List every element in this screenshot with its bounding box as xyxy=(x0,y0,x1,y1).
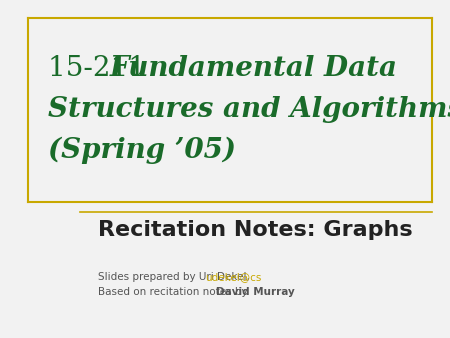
Text: (Spring ’05): (Spring ’05) xyxy=(48,137,236,164)
Text: Based on recitation notes by: Based on recitation notes by xyxy=(98,287,251,297)
Text: 15-211: 15-211 xyxy=(48,55,155,82)
Text: Structures and Algorithms: Structures and Algorithms xyxy=(48,96,450,123)
Text: udekel@cs: udekel@cs xyxy=(205,272,261,282)
Text: Recitation Notes: Graphs: Recitation Notes: Graphs xyxy=(98,220,413,240)
Text: Fundamental Data: Fundamental Data xyxy=(110,55,398,82)
Text: Slides prepared by Uri Dekel,: Slides prepared by Uri Dekel, xyxy=(98,272,253,282)
Text: David Murray: David Murray xyxy=(216,287,295,297)
